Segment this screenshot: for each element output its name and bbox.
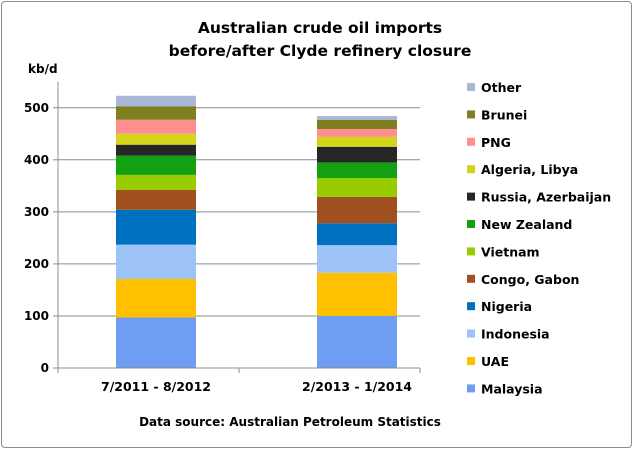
legend-entry: Nigeria (481, 299, 532, 314)
axes (57, 81, 421, 373)
legend-entry: New Zealand (481, 217, 572, 232)
legend-entry: Other (481, 80, 522, 95)
bar-segment (116, 278, 196, 318)
y-tick-label: 300 (24, 205, 49, 219)
legend-swatch (467, 274, 475, 283)
bar-segment (116, 155, 196, 175)
legend-swatch (467, 192, 475, 201)
legend-swatch (467, 302, 475, 311)
data-source-note: Data source: Australian Petroleum Statis… (139, 415, 441, 429)
bar-segment (116, 244, 196, 279)
bar-segment (317, 196, 397, 224)
y-axis-ticks: 0 100 200 300 400 500 (24, 101, 58, 375)
bar-segment (116, 189, 196, 210)
x-category-label: 2/2013 - 1/2014 (302, 379, 412, 394)
legend-swatch (467, 137, 475, 146)
bar-segment (116, 174, 196, 190)
legend-swatch (467, 220, 475, 228)
legend-entry: Russia, Azerbaijan (481, 190, 611, 205)
bar-segment (116, 133, 196, 145)
chart-title-line-1: Australian crude oil imports (198, 19, 442, 37)
legend-swatch (467, 357, 475, 365)
y-tick-label: 500 (24, 101, 49, 115)
bar-segment (317, 315, 397, 368)
legend-swatch (467, 83, 475, 91)
bar-segment (116, 119, 196, 134)
legend: Other Brunei PNG Algeria, Libya Russia, Azer… (467, 80, 611, 396)
legend-entry: Malaysia (481, 381, 543, 396)
y-tick-label: 400 (24, 153, 49, 167)
legend-swatch (467, 384, 475, 393)
y-tick-label: 0 (41, 361, 49, 375)
bars (116, 95, 397, 368)
bar-segment (317, 129, 397, 137)
bar-segment (317, 116, 397, 120)
legend-entry: Algeria, Libya (481, 162, 578, 177)
x-axis-categories: 7/2011 - 8/2012 2/2013 - 1/2014 (101, 379, 412, 394)
legend-entry: Congo, Gabon (481, 272, 579, 287)
legend-entry: PNG (481, 135, 511, 150)
legend-entry: Vietnam (481, 244, 540, 259)
bar-segment (317, 146, 397, 163)
legend-entry: UAE (481, 354, 509, 369)
bar-segment (116, 106, 196, 120)
bar-segment (317, 136, 397, 147)
bar-segment (317, 245, 397, 273)
bar-segment (317, 119, 397, 130)
bar-segment (116, 144, 196, 156)
legend-entry: Brunei (481, 107, 527, 122)
bar-segment (317, 178, 397, 197)
chart-title-line-2: before/after Clyde refinery closure (169, 42, 472, 60)
bar-segment (116, 95, 196, 107)
y-tick-label: 200 (24, 257, 49, 271)
legend-swatch (467, 165, 475, 174)
bar-segment (317, 223, 397, 246)
bar-segment (116, 317, 196, 368)
legend-swatch (467, 329, 475, 338)
legend-swatch (467, 110, 475, 119)
legend-entry: Indonesia (481, 327, 550, 342)
legend-swatch (467, 247, 475, 256)
bar-segment (317, 162, 397, 179)
x-category-label: 7/2011 - 8/2012 (101, 379, 211, 394)
bar-segment (116, 209, 196, 245)
y-axis-label: kb/d (28, 62, 58, 76)
bar-segment (317, 272, 397, 316)
y-tick-label: 100 (24, 309, 49, 323)
